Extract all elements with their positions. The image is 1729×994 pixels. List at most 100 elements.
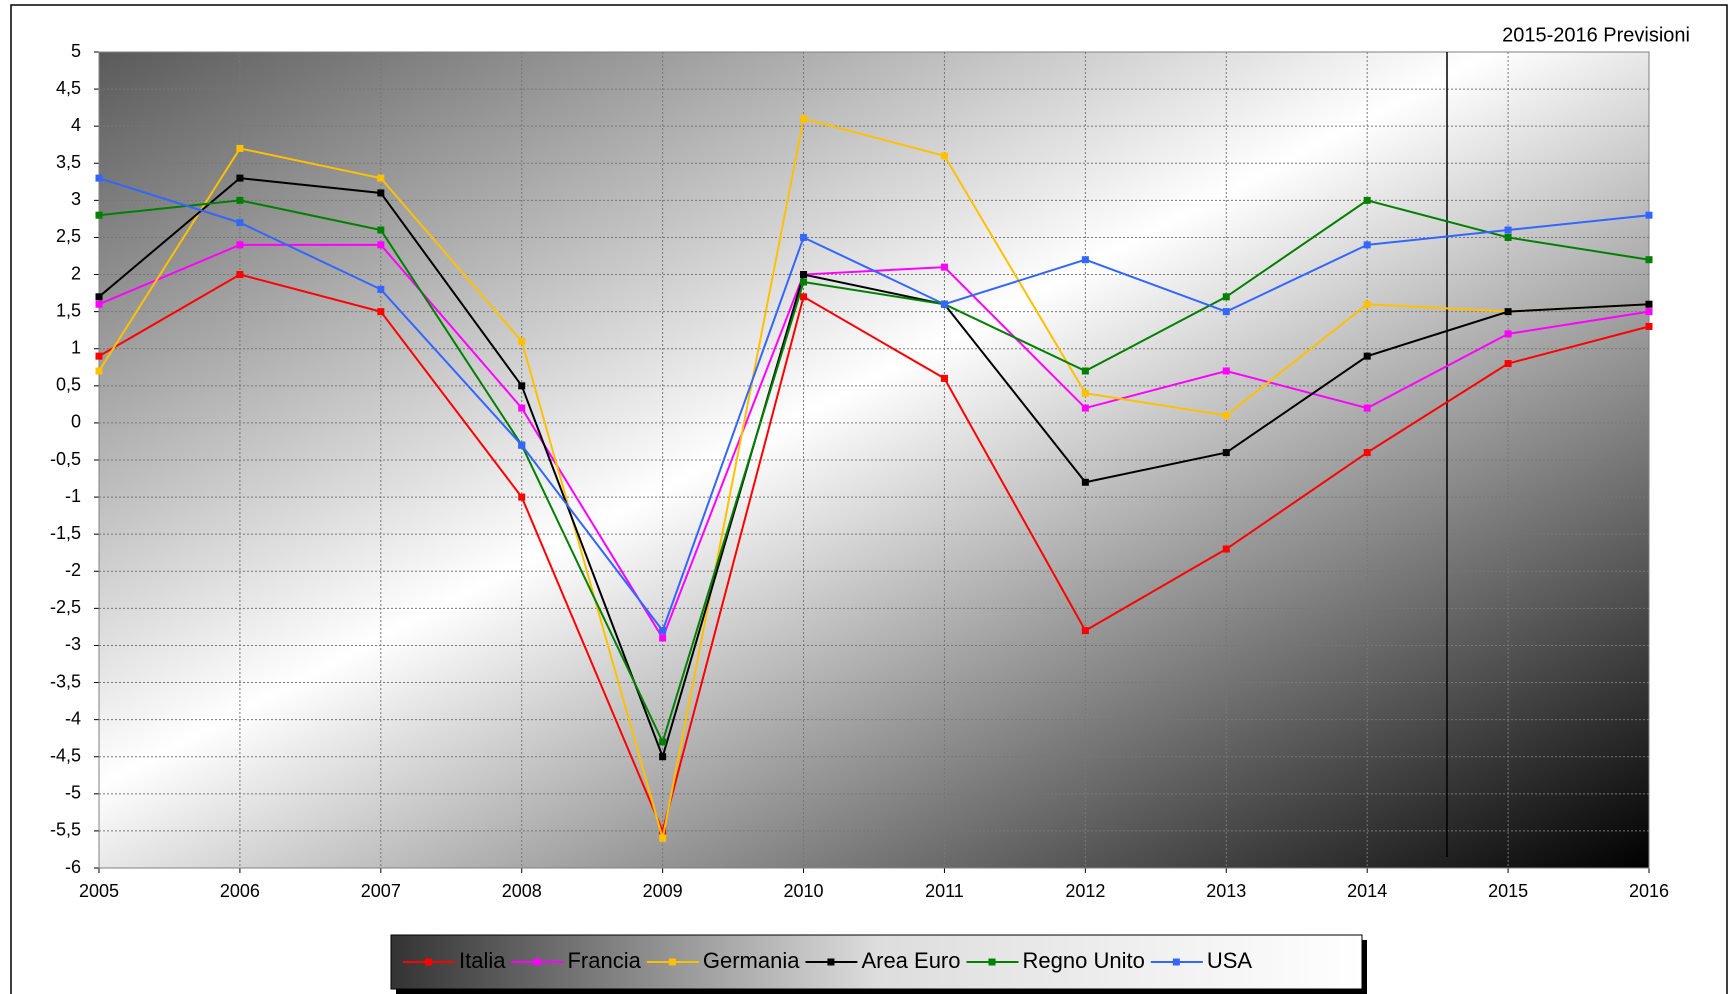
point — [95, 300, 103, 308]
y-tick-label: 1 — [71, 337, 81, 357]
plot-area — [99, 52, 1649, 868]
point — [1504, 360, 1512, 368]
point — [518, 337, 526, 345]
legend-marker — [827, 958, 835, 966]
y-tick-label: -2,5 — [50, 597, 81, 617]
point — [236, 271, 244, 279]
point — [1222, 449, 1230, 457]
point — [95, 293, 103, 301]
y-tick-label: -4,5 — [50, 745, 81, 765]
point — [1081, 367, 1089, 375]
y-tick-label: 3 — [71, 189, 81, 209]
point — [1081, 256, 1089, 264]
point — [1222, 367, 1230, 375]
y-tick-label: -3 — [65, 634, 81, 654]
point — [1504, 308, 1512, 316]
point — [377, 226, 385, 234]
point — [1363, 449, 1371, 457]
y-tick-label: -6 — [65, 857, 81, 877]
y-tick-label: -3,5 — [50, 671, 81, 691]
legend-label: Area Euro — [861, 948, 960, 973]
point — [1363, 196, 1371, 204]
point — [518, 493, 526, 501]
point — [518, 404, 526, 412]
y-tick-label: 2,5 — [56, 226, 81, 246]
point — [940, 300, 948, 308]
series-line — [98, 177, 1650, 760]
frame — [10, 4, 1728, 994]
legend-marker — [533, 958, 541, 966]
point — [659, 627, 667, 635]
point — [1222, 308, 1230, 316]
point — [377, 189, 385, 197]
y-tick-label: -4 — [65, 708, 81, 728]
y-tick-label: -5 — [65, 783, 81, 803]
point — [95, 174, 103, 182]
point — [1222, 411, 1230, 419]
point — [377, 241, 385, 249]
point — [1222, 293, 1230, 301]
series-line — [98, 177, 1650, 633]
point — [518, 382, 526, 390]
point — [800, 115, 808, 123]
point — [236, 174, 244, 182]
point — [659, 834, 667, 842]
point — [377, 308, 385, 316]
y-tick-label: -1 — [65, 486, 81, 506]
y-tick-label: 1,5 — [56, 300, 81, 320]
point — [659, 753, 667, 761]
point — [659, 634, 667, 642]
point — [1363, 404, 1371, 412]
legend-label: Francia — [567, 948, 641, 973]
y-tick-label: 5 — [71, 41, 81, 61]
point — [1081, 478, 1089, 486]
point — [1645, 308, 1653, 316]
y-tick-label: 4,5 — [56, 78, 81, 98]
legend-marker — [425, 958, 432, 966]
x-tick-label: 2012 — [1065, 881, 1105, 901]
x-tick-label: 2009 — [643, 881, 683, 901]
point — [236, 196, 244, 204]
point — [800, 278, 808, 286]
x-tick-label: 2010 — [784, 881, 824, 901]
point — [800, 293, 808, 301]
legend-label: Regno Unito — [1023, 948, 1145, 973]
x-tick-label: 2015 — [1488, 881, 1528, 901]
legend-marker — [668, 958, 676, 966]
legend-marker — [988, 958, 996, 966]
legend-label: USA — [1207, 948, 1253, 973]
legend-label: Italia — [459, 948, 506, 973]
y-tick-label: -0,5 — [50, 449, 81, 469]
y-tick-label: -5,5 — [50, 820, 81, 840]
point — [800, 271, 808, 279]
x-tick-label: 2014 — [1347, 881, 1387, 901]
point — [377, 285, 385, 293]
point — [236, 144, 244, 152]
point — [1363, 241, 1371, 249]
legend-label: Germania — [703, 948, 800, 973]
point — [940, 374, 948, 382]
series-line — [98, 117, 1650, 839]
y-tick-label: -2 — [65, 560, 81, 580]
point — [1081, 404, 1089, 412]
point — [1645, 300, 1653, 308]
series-line — [98, 273, 1650, 834]
y-tick-label: 4 — [71, 115, 81, 135]
point — [1645, 256, 1653, 264]
legend-marker — [1172, 958, 1180, 966]
y-tick-label: 0,5 — [56, 375, 81, 395]
point — [1081, 389, 1089, 397]
point — [940, 152, 948, 160]
point — [95, 367, 103, 375]
y-tick-label: 2 — [71, 263, 81, 283]
x-tick-label: 2011 — [925, 881, 964, 901]
y-tick-label: 0 — [71, 412, 81, 432]
point — [1363, 352, 1371, 360]
point — [1081, 627, 1089, 635]
point — [518, 441, 526, 449]
point — [1504, 226, 1512, 234]
point — [659, 738, 667, 746]
point — [1504, 233, 1512, 241]
point — [1645, 322, 1653, 330]
